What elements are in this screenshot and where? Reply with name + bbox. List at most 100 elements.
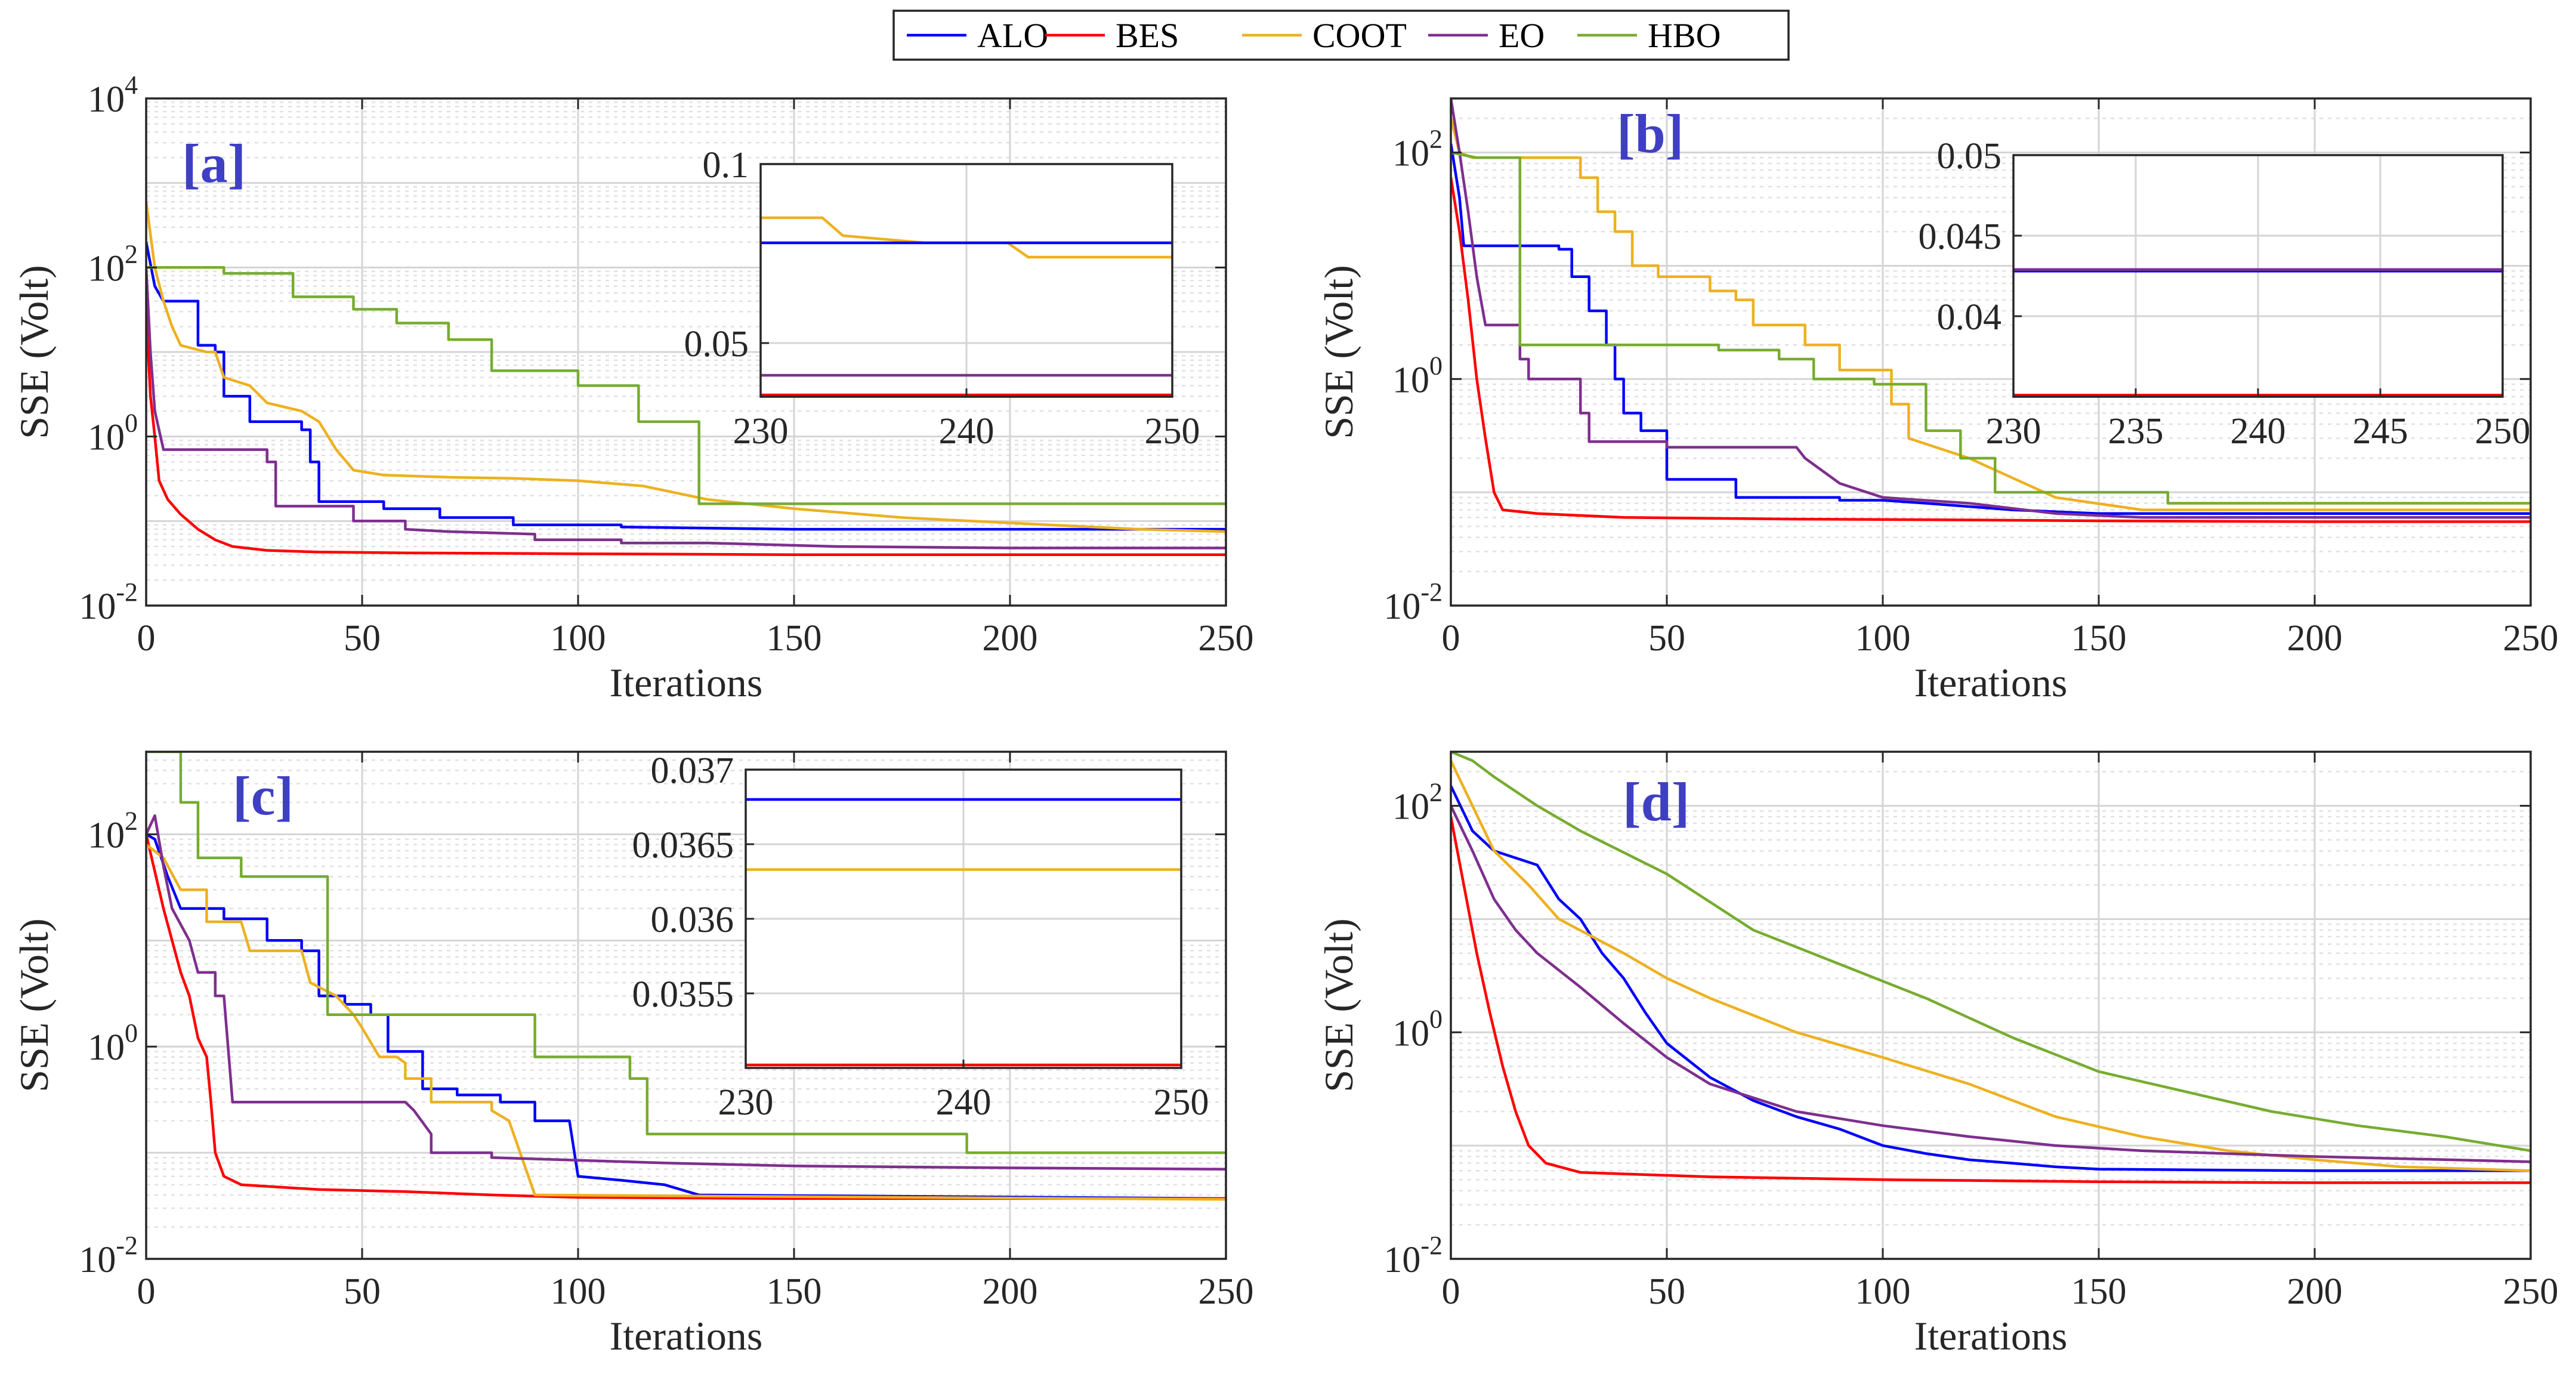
inset-x-tick-label: 230 — [733, 411, 789, 452]
series-line-coot — [146, 843, 1226, 1201]
legend-label-bes: BES — [1116, 16, 1179, 55]
legend-label-eo: EO — [1499, 16, 1545, 55]
x-tick-label: 250 — [2503, 1271, 2559, 1312]
inset-y-tick-label: 0.036 — [651, 900, 734, 940]
panel-0: 0 50 100 150 200 250 10-2 100 102 104 Iterations SS… — [11, 70, 1254, 705]
x-tick-label: 200 — [2287, 1271, 2343, 1312]
panel-label: [b] — [1617, 103, 1684, 164]
series-line-eo — [1451, 98, 2531, 519]
inset-x-tick-label: 230 — [1986, 411, 2041, 452]
series-line-bes — [1451, 177, 2531, 523]
series-group — [1451, 752, 2531, 1184]
inset-x-tick-label: 235 — [2108, 411, 2164, 452]
x-tick-label: 100 — [1855, 618, 1911, 659]
series-line-alo — [1451, 143, 2531, 515]
panel-label: [c] — [233, 765, 294, 826]
x-tick-label: 200 — [2287, 618, 2343, 659]
legend-box — [892, 10, 1790, 61]
y-axis-label: SSE (Volt) — [1316, 265, 1361, 439]
series-line-coot — [146, 201, 1226, 533]
x-tick-label: 50 — [344, 618, 381, 659]
series-line-coot — [1451, 118, 2531, 511]
legend-label-alo: ALO — [977, 16, 1048, 55]
panel-2: 0 50 100 150 200 250 10-2 100 102 Iterations SSE (… — [11, 751, 1254, 1359]
x-tick-label: 250 — [1199, 1271, 1254, 1312]
y-tick-label: 10-2 — [1383, 578, 1443, 627]
x-tick-label: 250 — [1199, 618, 1254, 659]
inset-x-tick-label: 240 — [936, 1082, 992, 1123]
y-tick-label: 102 — [1392, 778, 1443, 828]
series-group — [146, 752, 1226, 1201]
x-tick-label: 100 — [1855, 1271, 1911, 1312]
y-tick-label: 102 — [88, 806, 138, 856]
inset-y-tick-label: 0.04 — [1937, 297, 2002, 338]
x-axis-label: Iterations — [1914, 660, 2068, 705]
inset-y-tick-label: 0.05 — [1937, 136, 2002, 177]
x-tick-label: 100 — [551, 1271, 606, 1312]
y-tick-label: 102 — [88, 239, 138, 289]
x-axis-label: Iterations — [1914, 1313, 2068, 1359]
series-line-hbo — [146, 266, 1226, 505]
y-tick-label: 100 — [88, 409, 138, 458]
y-tick-label: 100 — [88, 1018, 138, 1068]
x-axis-label: Iterations — [610, 660, 763, 705]
inset-x-tick-label: 240 — [2231, 411, 2286, 452]
y-axis-label: SSE (Volt) — [11, 265, 57, 439]
series-group — [146, 201, 1226, 556]
inset-x-tick-label: 230 — [718, 1082, 774, 1123]
inset-y-tick-label: 0.05 — [684, 324, 749, 365]
x-tick-label: 150 — [2071, 618, 2127, 659]
x-tick-label: 250 — [2503, 618, 2559, 659]
axes-frame — [1450, 97, 2532, 607]
inset-y-tick-label: 0.037 — [651, 751, 734, 791]
y-axis-label: SSE (Volt) — [11, 918, 57, 1092]
y-tick-label: 100 — [1392, 1004, 1443, 1054]
inset-0: 230 240 250 0.05 0.1 — [684, 145, 1200, 452]
y-axis-label: SSE (Volt) — [1316, 918, 1361, 1092]
panel-label: [a] — [182, 133, 246, 194]
inset-x-tick-label: 250 — [2475, 411, 2531, 452]
y-tick-label: 10-2 — [79, 1231, 138, 1280]
x-axis-label: Iterations — [610, 1313, 763, 1359]
series-line-hbo — [1451, 752, 2531, 1153]
series-line-eo — [1451, 805, 2531, 1163]
legend-label-coot: COOT — [1312, 16, 1407, 55]
inset-y-tick-label: 0.1 — [703, 145, 749, 186]
axes-frame — [1450, 751, 2532, 1260]
inset-y-tick-label: 0.0355 — [632, 974, 734, 1015]
x-tick-label: 50 — [1648, 618, 1685, 659]
series-line-bes — [1451, 816, 2531, 1184]
inset-x-tick-label: 250 — [1145, 411, 1200, 452]
series-line-eo — [146, 267, 1226, 549]
axes-frame — [145, 751, 1227, 1260]
x-tick-label: 150 — [767, 1271, 822, 1312]
x-tick-label: 200 — [983, 618, 1038, 659]
x-tick-label: 0 — [1442, 618, 1460, 659]
inset-x-tick-label: 250 — [1154, 1082, 1209, 1123]
inset-y-tick-label: 0.0365 — [632, 825, 734, 866]
x-tick-label: 100 — [551, 618, 606, 659]
x-tick-label: 50 — [344, 1271, 381, 1312]
series-line-hbo — [1451, 151, 2531, 505]
x-tick-label: 0 — [137, 1271, 156, 1312]
y-tick-label: 10-2 — [1383, 1231, 1443, 1280]
panel-label: [d] — [1623, 771, 1689, 832]
series-line-bes — [146, 311, 1226, 556]
panel-1: 0 50 100 150 200 250 10-2 100 102 Iterations SSE (… — [1316, 97, 2559, 705]
inset-y-tick-label: 0.045 — [1919, 217, 2002, 257]
series-line-alo — [1451, 785, 2531, 1172]
inset-x-tick-label: 240 — [939, 411, 994, 452]
y-tick-label: 102 — [1392, 125, 1443, 174]
y-tick-label: 100 — [1392, 351, 1443, 400]
inset-2: 230 240 250 0.0355 0.036 0.0365 0.037 — [632, 751, 1209, 1123]
x-tick-label: 150 — [2071, 1271, 2127, 1312]
axes-frame — [145, 97, 1227, 607]
x-tick-label: 200 — [983, 1271, 1038, 1312]
inset-x-tick-label: 245 — [2353, 411, 2408, 452]
x-tick-label: 150 — [767, 618, 822, 659]
x-tick-label: 50 — [1648, 1271, 1685, 1312]
series-line-alo — [146, 242, 1226, 531]
legend-label-hbo: HBO — [1648, 16, 1721, 55]
x-tick-label: 0 — [137, 618, 156, 659]
